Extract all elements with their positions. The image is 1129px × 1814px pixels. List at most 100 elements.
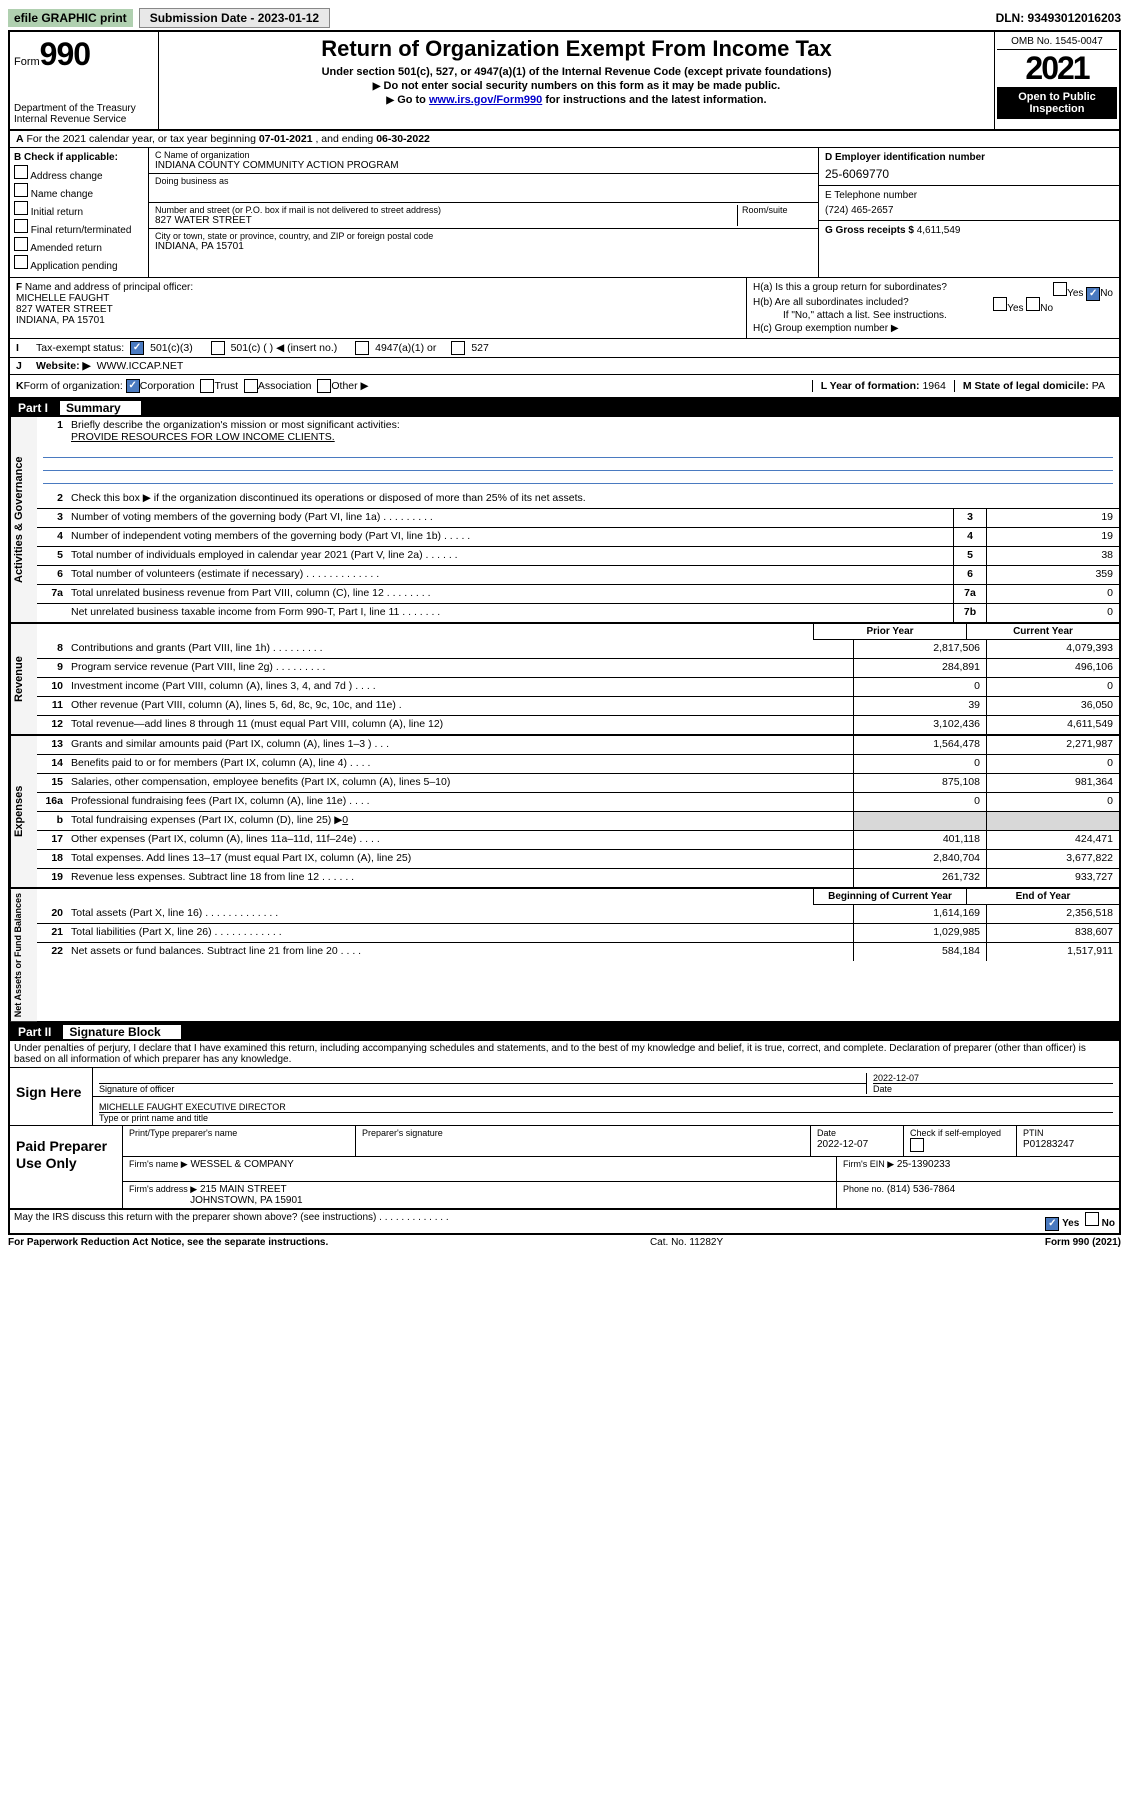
net-assets-section: Net Assets or Fund Balances Beginning of… bbox=[10, 889, 1119, 1023]
end-year-header: End of Year bbox=[966, 889, 1119, 905]
irs-link[interactable]: www.irs.gov/Form990 bbox=[429, 94, 542, 106]
firm-ein-label: Firm's EIN ▶ bbox=[843, 1159, 894, 1169]
state-value: PA bbox=[1092, 380, 1105, 392]
ptin-label: PTIN bbox=[1023, 1128, 1044, 1138]
row-a-txt2: , and ending bbox=[315, 133, 376, 145]
line10-prior: 0 bbox=[853, 678, 986, 696]
chk-501c[interactable] bbox=[211, 341, 225, 355]
line18-curr: 3,677,822 bbox=[986, 850, 1119, 868]
line16a-text: Professional fundraising fees (Part IX, … bbox=[67, 793, 853, 811]
prior-year-header: Prior Year bbox=[813, 624, 966, 640]
chk-name-change[interactable]: Name change bbox=[14, 183, 144, 200]
dba-label: Doing business as bbox=[155, 176, 812, 186]
begin-year-header: Beginning of Current Year bbox=[813, 889, 966, 905]
top-bar: efile GRAPHIC print Submission Date - 20… bbox=[8, 8, 1121, 28]
prep-date-label: Date bbox=[817, 1128, 836, 1138]
form-number: 990 bbox=[40, 36, 90, 72]
officer-name: MICHELLE FAUGHT bbox=[16, 293, 109, 304]
col-c-name-address: C Name of organization INDIANA COUNTY CO… bbox=[149, 148, 819, 277]
line7b-val: 0 bbox=[986, 604, 1119, 622]
line12-curr: 4,611,549 bbox=[986, 716, 1119, 734]
form-container: Form990 Department of the Treasury Inter… bbox=[8, 30, 1121, 1235]
part-i-header: Part I Summary bbox=[10, 399, 1119, 417]
chk-amended-return[interactable]: Amended return bbox=[14, 237, 144, 254]
signature-block: Under penalties of perjury, I declare th… bbox=[10, 1041, 1119, 1233]
phone-label: E Telephone number bbox=[825, 190, 1113, 201]
col-b-header: B Check if applicable: bbox=[14, 152, 144, 163]
sig-officer-label: Signature of officer bbox=[99, 1083, 866, 1094]
ha-no-chk[interactable]: ✓ bbox=[1086, 287, 1100, 301]
ein-label: D Employer identification number bbox=[825, 152, 985, 163]
chk-application-pending[interactable]: Application pending bbox=[14, 255, 144, 272]
state-label: M State of legal domicile: bbox=[963, 380, 1089, 392]
chk-trust[interactable] bbox=[200, 379, 214, 393]
chk-527[interactable] bbox=[451, 341, 465, 355]
line3-text: Number of voting members of the governin… bbox=[67, 509, 953, 527]
row-i-tax-status: I Tax-exempt status: ✓ 501(c)(3) 501(c) … bbox=[10, 339, 1119, 358]
k-text: Form of organization: bbox=[24, 380, 123, 392]
blank-line bbox=[43, 458, 1113, 471]
chk-501c3[interactable]: ✓ bbox=[130, 341, 144, 355]
hc-text: H(c) Group exemption number ▶ bbox=[753, 323, 1113, 334]
part-ii-num: Part II bbox=[18, 1025, 51, 1039]
efile-badge: efile GRAPHIC print bbox=[8, 9, 133, 27]
chk-other[interactable] bbox=[317, 379, 331, 393]
firm-addr1-value: 215 MAIN STREET bbox=[200, 1184, 287, 1195]
chk-initial-return[interactable]: Initial return bbox=[14, 201, 144, 218]
row-a-tax-year: A For the 2021 calendar year, or tax yea… bbox=[10, 131, 1119, 148]
line11-text: Other revenue (Part VIII, column (A), li… bbox=[67, 697, 853, 715]
sign-here-label: Sign Here bbox=[10, 1068, 92, 1125]
line14-prior: 0 bbox=[853, 755, 986, 773]
line8-text: Contributions and grants (Part VIII, lin… bbox=[67, 640, 853, 658]
line17-prior: 401,118 bbox=[853, 831, 986, 849]
k-label: K bbox=[16, 380, 24, 392]
line7a-val: 0 bbox=[986, 585, 1119, 603]
chk-assoc[interactable] bbox=[244, 379, 258, 393]
hb-no-chk[interactable] bbox=[1026, 297, 1040, 311]
line18-text: Total expenses. Add lines 13–17 (must eq… bbox=[67, 850, 853, 868]
line20-text: Total assets (Part X, line 16) . . . . .… bbox=[67, 905, 853, 923]
part-ii-header: Part II Signature Block bbox=[10, 1023, 1119, 1041]
line12-prior: 3,102,436 bbox=[853, 716, 986, 734]
form-ref: Form 990 (2021) bbox=[1045, 1237, 1121, 1248]
chk-corp[interactable]: ✓ bbox=[126, 379, 140, 393]
line4-num: 4 bbox=[953, 528, 986, 546]
col-b-checkboxes: B Check if applicable: Address change Na… bbox=[10, 148, 149, 277]
chk-address-change[interactable]: Address change bbox=[14, 165, 144, 182]
line16a-curr: 0 bbox=[986, 793, 1119, 811]
city-label: City or town, state or province, country… bbox=[155, 231, 812, 241]
header-sub3a: Go to bbox=[397, 94, 429, 106]
officer-name-title: MICHELLE FAUGHT EXECUTIVE DIRECTOR bbox=[99, 1102, 1113, 1112]
line5-text: Total number of individuals employed in … bbox=[67, 547, 953, 565]
prep-date-value: 2022-12-07 bbox=[817, 1139, 868, 1150]
header-left: Form990 Department of the Treasury Inter… bbox=[10, 32, 159, 129]
arrow-icon: ▶ bbox=[373, 81, 381, 92]
discuss-yes-chk[interactable]: ✓ bbox=[1045, 1217, 1059, 1231]
blank-line bbox=[43, 445, 1113, 458]
ha-yes-chk[interactable] bbox=[1053, 282, 1067, 296]
rev-vert-label: Revenue bbox=[10, 624, 37, 734]
form-word: Form bbox=[14, 56, 40, 68]
ptin-value: P01283247 bbox=[1023, 1139, 1074, 1150]
year-form-value: 1964 bbox=[922, 380, 945, 392]
chk-self-employed[interactable] bbox=[910, 1138, 924, 1152]
line12-text: Total revenue—add lines 8 through 11 (mu… bbox=[67, 716, 853, 734]
hb-yes-chk[interactable] bbox=[993, 297, 1007, 311]
header-right: OMB No. 1545-0047 2021 Open to Public In… bbox=[994, 32, 1119, 129]
row-a-txt1: For the 2021 calendar year, or tax year … bbox=[27, 133, 259, 145]
exp-vert-label: Expenses bbox=[10, 736, 37, 887]
discuss-no-chk[interactable] bbox=[1085, 1212, 1099, 1226]
line22-end: 1,517,911 bbox=[986, 943, 1119, 961]
line19-curr: 933,727 bbox=[986, 869, 1119, 887]
cat-no: Cat. No. 11282Y bbox=[328, 1237, 1045, 1248]
line2-text: Check this box ▶ if the organization dis… bbox=[67, 490, 1119, 508]
submission-button[interactable]: Submission Date - 2023-01-12 bbox=[139, 8, 330, 28]
line17-text: Other expenses (Part IX, column (A), lin… bbox=[67, 831, 853, 849]
hb-note: If "No," attach a list. See instructions… bbox=[753, 310, 1113, 321]
officer-addr1: 827 WATER STREET bbox=[16, 304, 113, 315]
line4-val: 19 bbox=[986, 528, 1119, 546]
chk-final-return[interactable]: Final return/terminated bbox=[14, 219, 144, 236]
chk-4947[interactable] bbox=[355, 341, 369, 355]
line16b-shade1 bbox=[853, 812, 986, 830]
officer-addr2: INDIANA, PA 15701 bbox=[16, 315, 105, 326]
